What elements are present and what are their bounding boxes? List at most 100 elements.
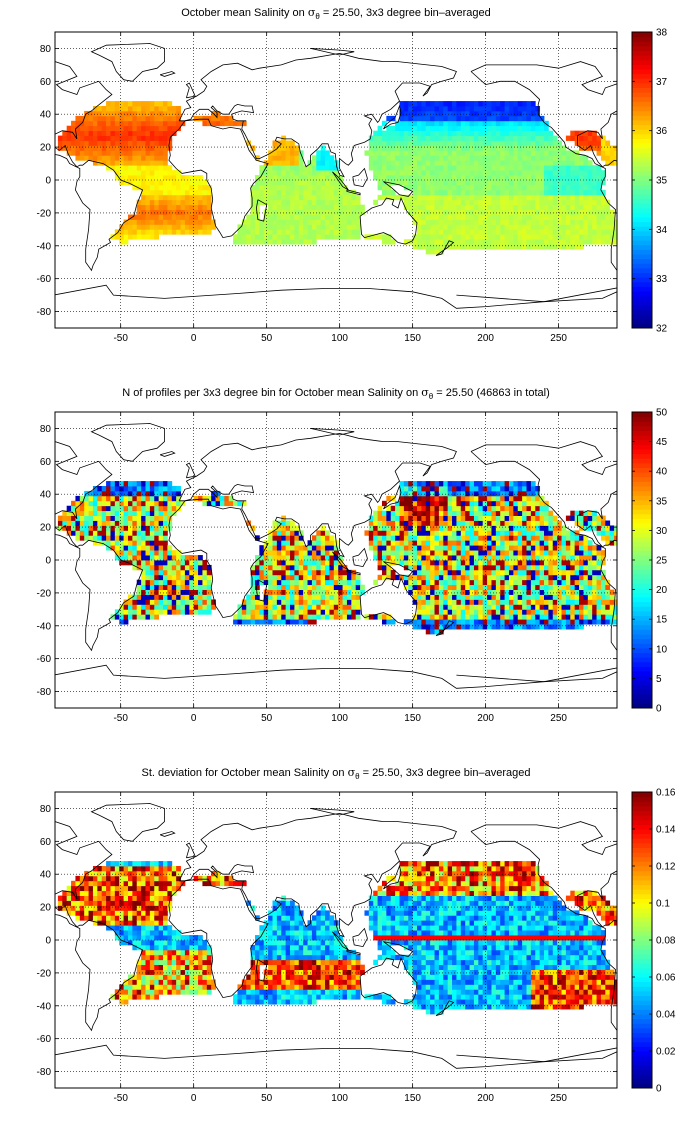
heatmap-cell	[579, 515, 584, 521]
heatmap-cell	[574, 535, 580, 541]
heatmap-cell	[141, 175, 146, 181]
heatmap-cell	[141, 194, 146, 201]
heatmap-cell	[544, 170, 549, 176]
heatmap-cell	[552, 175, 558, 181]
heatmap-cell	[478, 175, 484, 181]
heatmap-cell	[513, 540, 519, 546]
heatmap-cell	[281, 525, 287, 531]
heatmap-cell	[154, 555, 160, 561]
heatmap-cell	[522, 175, 527, 181]
heatmap-cell	[421, 140, 427, 146]
heatmap-cell	[373, 545, 378, 551]
heatmap-cell	[600, 574, 606, 581]
heatmap-cell	[522, 101, 527, 107]
heatmap-cell	[399, 155, 405, 161]
heatmap-cell	[460, 110, 466, 117]
heatmap-cell	[307, 584, 313, 590]
heatmap-cell	[544, 184, 549, 191]
heatmap-cell	[434, 629, 440, 635]
heatmap-cell	[316, 219, 322, 225]
heatmap-cell	[250, 594, 256, 600]
heatmap-cell	[491, 199, 497, 206]
heatmap-cell	[272, 150, 278, 156]
heatmap-cell	[281, 135, 287, 141]
heatmap-cell	[469, 490, 475, 497]
heatmap-cell	[469, 500, 475, 507]
heatmap-cell	[460, 500, 466, 507]
heatmap-cell	[259, 234, 265, 240]
heatmap-cell	[298, 180, 304, 186]
heatmap-cell	[587, 520, 593, 526]
heatmap-cell	[399, 145, 405, 151]
heatmap-cell	[425, 125, 431, 132]
heatmap-cell	[438, 500, 444, 507]
heatmap-cell	[136, 150, 142, 156]
heatmap-cell	[465, 120, 470, 127]
heatmap-cell	[285, 555, 291, 561]
heatmap-cell	[403, 486, 409, 492]
heatmap-cell	[526, 515, 532, 521]
heatmap-cell	[535, 160, 541, 166]
heatmap-cell	[452, 244, 457, 250]
heatmap-cell	[447, 101, 453, 107]
heatmap-cell	[338, 229, 343, 235]
heatmap-cell	[342, 199, 348, 206]
heatmap-cell	[241, 239, 247, 245]
heatmap-cell	[452, 510, 457, 516]
heatmap-cell	[136, 209, 142, 215]
heatmap-cell	[592, 569, 597, 576]
heatmap-cell	[114, 110, 120, 117]
heatmap-cell	[526, 486, 532, 492]
colorbar-tick-label: 36	[656, 126, 668, 137]
coastline	[359, 196, 418, 245]
heatmap-cell	[180, 189, 186, 196]
heatmap-cell	[452, 145, 457, 151]
heatmap-cell	[158, 204, 164, 210]
heatmap-cell	[106, 130, 111, 136]
heatmap-cell	[421, 574, 427, 581]
heatmap-cell	[294, 619, 300, 625]
heatmap-cell	[513, 244, 519, 250]
heatmap-cell	[202, 579, 208, 586]
heatmap-cell	[285, 579, 291, 586]
heatmap-cell	[592, 555, 597, 561]
heatmap-cell	[202, 599, 208, 605]
heatmap-cell	[338, 579, 343, 586]
heatmap-cell	[136, 229, 142, 235]
heatmap-cell	[504, 530, 510, 536]
heatmap-cell	[272, 540, 278, 546]
heatmap-cell	[119, 165, 125, 171]
heatmap-cell	[132, 540, 138, 546]
heatmap-cell	[386, 135, 392, 141]
heatmap-cell	[259, 550, 265, 556]
heatmap-cell	[478, 530, 484, 536]
heatmap-cell	[447, 495, 453, 502]
heatmap-cell	[434, 125, 440, 132]
heatmap-cell	[517, 505, 523, 512]
heatmap-cell	[84, 505, 89, 512]
heatmap-cell	[447, 115, 453, 122]
heatmap-cell	[491, 101, 497, 107]
y-tick-label: -60	[37, 274, 52, 285]
heatmap-cell	[526, 234, 532, 240]
heatmap-cell	[430, 224, 435, 230]
heatmap-cell	[482, 481, 488, 487]
heatmap-cell	[193, 204, 199, 210]
heatmap-cell	[539, 115, 545, 122]
heatmap-cell	[487, 505, 492, 512]
heatmap-cell	[473, 540, 479, 546]
heatmap-cell	[587, 560, 593, 566]
heatmap-cell	[434, 219, 440, 225]
colorbar-segment	[632, 180, 652, 186]
heatmap-cell	[443, 594, 449, 600]
heatmap-cell	[412, 101, 418, 107]
coastline	[90, 43, 165, 82]
heatmap-cell	[158, 101, 164, 107]
heatmap-cell	[456, 101, 462, 107]
heatmap-cell	[307, 214, 313, 220]
heatmap-cell	[303, 239, 308, 245]
heatmap-cell	[504, 155, 510, 161]
heatmap-cell	[539, 209, 545, 215]
heatmap-cell	[473, 604, 479, 610]
x-tick-label: -50	[113, 333, 128, 344]
